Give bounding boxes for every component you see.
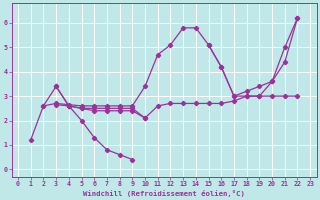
X-axis label: Windchill (Refroidissement éolien,°C): Windchill (Refroidissement éolien,°C) (83, 190, 245, 197)
